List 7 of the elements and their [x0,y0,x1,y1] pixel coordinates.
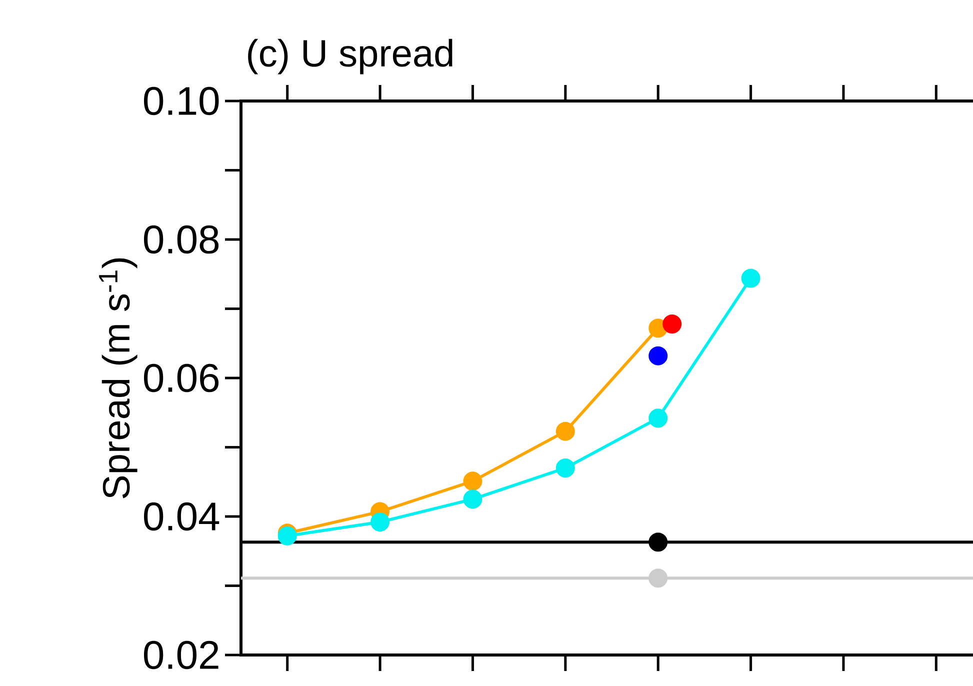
y-axis-title: Spread (m s$^{-1}$) [99,258,138,498]
chart-title: (c) U spread [248,38,452,74]
y-tick-label: 0.08 [144,225,219,254]
y-tick-label: 0.02 [144,640,218,670]
y-tick-label: 0.06 [144,364,219,392]
y-tick-label: 0.10 [144,86,219,116]
y-tick-label: 0.04 [144,502,220,531]
